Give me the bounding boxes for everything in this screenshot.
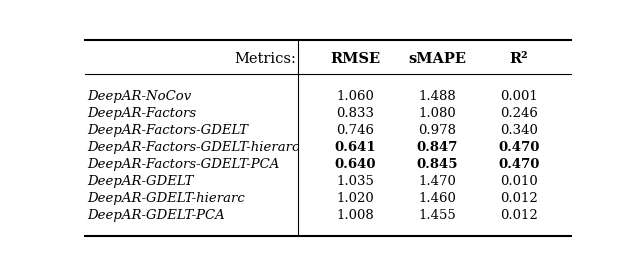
Text: 1.020: 1.020 bbox=[337, 192, 374, 205]
Text: 0.246: 0.246 bbox=[500, 107, 538, 120]
Text: DeepAR-Factors-GDELT: DeepAR-Factors-GDELT bbox=[88, 124, 248, 137]
Text: 0.978: 0.978 bbox=[418, 124, 456, 137]
Text: 1.008: 1.008 bbox=[337, 209, 374, 222]
Text: Metrics:: Metrics: bbox=[234, 51, 296, 66]
Text: 0.012: 0.012 bbox=[500, 209, 538, 222]
Text: 0.001: 0.001 bbox=[500, 90, 538, 103]
Text: 0.470: 0.470 bbox=[499, 158, 540, 171]
Text: sMAPE: sMAPE bbox=[408, 51, 466, 66]
Text: DeepAR-GDELT-hierarc: DeepAR-GDELT-hierarc bbox=[88, 192, 245, 205]
Text: 0.340: 0.340 bbox=[500, 124, 538, 137]
Text: 0.845: 0.845 bbox=[417, 158, 458, 171]
Text: 0.012: 0.012 bbox=[500, 192, 538, 205]
Text: DeepAR-NoCov: DeepAR-NoCov bbox=[88, 90, 192, 103]
Text: 0.833: 0.833 bbox=[336, 107, 374, 120]
Text: 0.640: 0.640 bbox=[335, 158, 376, 171]
Text: DeepAR-GDELT-PCA: DeepAR-GDELT-PCA bbox=[88, 209, 225, 222]
Text: 1.470: 1.470 bbox=[418, 175, 456, 188]
Text: 1.455: 1.455 bbox=[419, 209, 456, 222]
Text: DeepAR-Factors: DeepAR-Factors bbox=[88, 107, 196, 120]
Text: RMSE: RMSE bbox=[330, 51, 380, 66]
Text: 1.460: 1.460 bbox=[418, 192, 456, 205]
Text: 1.488: 1.488 bbox=[419, 90, 456, 103]
Text: DeepAR-Factors-GDELT-hierarc: DeepAR-Factors-GDELT-hierarc bbox=[88, 141, 300, 154]
Text: 1.035: 1.035 bbox=[337, 175, 374, 188]
Text: 1.060: 1.060 bbox=[337, 90, 374, 103]
Text: DeepAR-Factors-GDELT-PCA: DeepAR-Factors-GDELT-PCA bbox=[88, 158, 280, 171]
Text: R²: R² bbox=[509, 51, 528, 66]
Text: 0.470: 0.470 bbox=[499, 141, 540, 154]
Text: 1.080: 1.080 bbox=[419, 107, 456, 120]
Text: 0.746: 0.746 bbox=[336, 124, 374, 137]
Text: 0.010: 0.010 bbox=[500, 175, 538, 188]
Text: 0.641: 0.641 bbox=[335, 141, 376, 154]
Text: DeepAR-GDELT: DeepAR-GDELT bbox=[88, 175, 194, 188]
Text: 0.847: 0.847 bbox=[417, 141, 458, 154]
